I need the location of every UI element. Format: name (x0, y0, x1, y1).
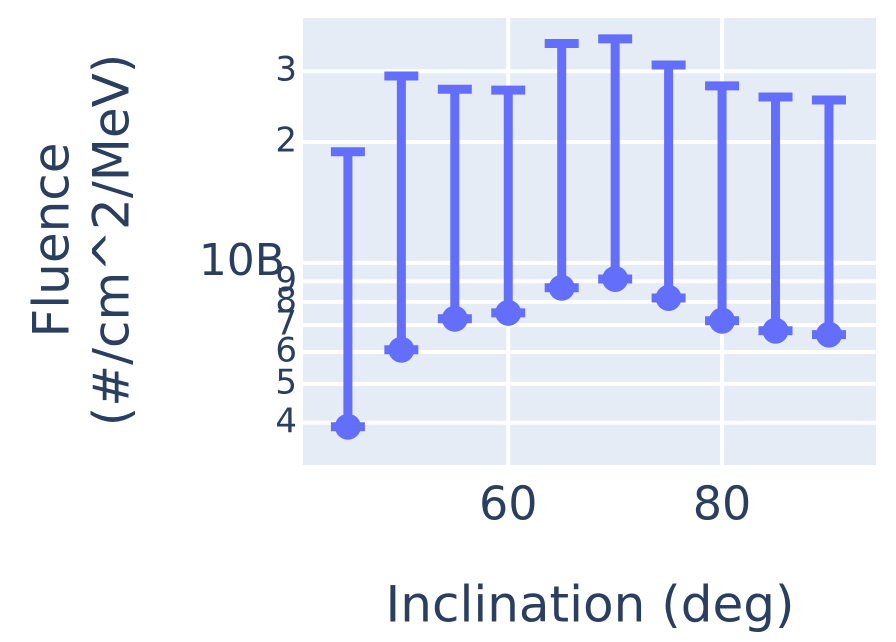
y-tick-label: 9 (275, 260, 297, 300)
marker (548, 274, 575, 301)
plot-area (303, 18, 876, 465)
y-tick-label: 3 (275, 50, 297, 90)
y-tick-label: 10B (199, 235, 285, 286)
marker (495, 299, 522, 326)
y-tick-label: 4 (275, 401, 297, 441)
marker (334, 413, 361, 440)
marker (815, 321, 842, 348)
y-axis-title: (#/cm^2/MeV) (83, 54, 141, 427)
y-tick-label: 5 (275, 362, 297, 402)
marker (655, 284, 682, 311)
y-tick-label: 6 (275, 331, 297, 371)
y-tick-label: 8 (275, 280, 297, 320)
x-tick-label: 60 (479, 477, 538, 531)
marker (602, 265, 629, 292)
marker (762, 317, 789, 344)
y-tick-label: 7 (275, 304, 297, 344)
x-axis-title: Inclination (deg) (386, 576, 795, 634)
x-tick-label: 80 (693, 477, 752, 531)
y-tick-label: 2 (275, 120, 297, 160)
marker (441, 305, 468, 332)
marker (709, 307, 736, 334)
marker (388, 336, 415, 363)
y-axis-title: Fluence (23, 142, 81, 337)
